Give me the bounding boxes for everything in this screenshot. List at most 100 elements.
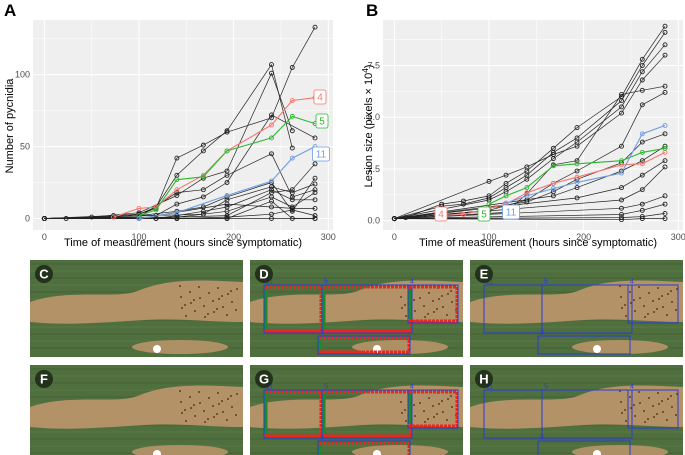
pycnidium-dot — [442, 306, 444, 308]
lesion-series-11-point — [619, 205, 624, 211]
pycnidia-series-4-point — [200, 194, 206, 200]
lesion-series-1-point — [662, 23, 668, 29]
pycnidium-dot — [670, 395, 672, 397]
lesion-series-5-point — [574, 158, 580, 164]
lesion-series-9-point — [574, 195, 580, 201]
lesion-series-9-point — [619, 185, 624, 191]
pycnidia-series-4-point — [224, 180, 230, 185]
pycnidium-dot — [424, 316, 426, 318]
pycnidium-dot — [621, 307, 623, 309]
pycnidium-dot — [661, 295, 663, 297]
pycnidia-series-6-line — [44, 178, 316, 219]
pycnidia-series-11-point — [312, 161, 318, 167]
pycnidium-dot — [235, 414, 237, 416]
measurement-box-label: 11 — [266, 384, 273, 391]
pycnidium-dot — [193, 299, 195, 301]
pycnidium-dot — [217, 287, 219, 289]
pycnidium-dot — [653, 311, 655, 313]
pycnidium-dot — [441, 295, 443, 297]
lesion-y-axis-title-main: Lesion size (pixels × 10 — [363, 73, 375, 188]
photo-letter-badge — [475, 265, 493, 283]
lesion-series-3-line — [394, 44, 666, 219]
pycnidium-dot — [647, 313, 649, 315]
pycnidium-dot — [230, 395, 232, 397]
lesion-series-leaf-11-point — [524, 193, 530, 199]
lesion-label-tag-text: 11 — [506, 208, 517, 219]
pycnidium-dot — [203, 305, 205, 307]
pycnidium-dot — [184, 409, 186, 411]
measurement-box — [407, 389, 459, 429]
lesion-area-lower — [572, 340, 668, 354]
pycnidia-series-12-point — [312, 213, 318, 219]
lesion-x-tick-label: 0 — [392, 232, 397, 242]
pycnidium-dot — [621, 412, 623, 414]
pycnidium-dot — [400, 296, 402, 298]
pycnidia-series-5-point — [224, 172, 230, 178]
pycnidia-x-tick-label: 300 — [321, 232, 336, 242]
pycnidia-series-8-point — [312, 190, 318, 196]
pycnidium-dot — [193, 404, 195, 406]
pycnidium-dot — [670, 290, 672, 292]
pycnidium-dot — [194, 415, 196, 417]
pycnidia-series-12-line — [44, 209, 316, 219]
pycnidia-y-tick-label: 100 — [15, 70, 30, 80]
pycnidium-dot — [213, 416, 215, 418]
pycnidium-dot — [189, 396, 191, 398]
lesion-y-tick-label: 7.5 — [367, 61, 380, 71]
pycnidia-series-6-point — [224, 194, 230, 200]
panel-letter-a: A — [4, 1, 16, 20]
pycnidium-dot — [433, 416, 435, 418]
pycnidia-label-tag-4: 4 — [313, 89, 327, 105]
pycnidia-x-tick-label: 200 — [226, 232, 241, 242]
lesion-series-3-point — [524, 176, 530, 182]
pycnidia-series-2-point — [289, 145, 295, 151]
pycnidia-label-tag-5: 5 — [315, 113, 329, 129]
pycnidia-series-9-point — [269, 198, 274, 204]
pycnidium-dot — [671, 301, 673, 303]
lesion-series-10-point — [639, 187, 645, 193]
leaf-photo-f: F — [30, 365, 243, 455]
lesion-series-3-point — [662, 42, 668, 48]
pycnidia-label-tag-text: 4 — [317, 93, 323, 104]
lesion-series-leaf-4-point — [639, 161, 645, 167]
lesion-label-tag-text: 5 — [481, 210, 487, 221]
pycnidia-series-7-point — [312, 197, 318, 203]
pycnidium-dot — [629, 396, 631, 398]
measurement-box-label: 5 — [324, 279, 328, 286]
lesion-series-7-point — [639, 139, 645, 145]
pycnidium-dot — [647, 418, 649, 420]
pycnidia-series-7-point — [174, 213, 180, 219]
pycnidia-series-leaf-4-point — [136, 205, 142, 211]
pycnidium-dot — [212, 405, 214, 407]
pycnidium-dot — [203, 410, 205, 412]
pycnidium-dot — [184, 304, 186, 306]
dust-speck — [153, 450, 161, 455]
pycnidia-series-leaf-11-point — [224, 193, 230, 198]
pycnidium-dot — [221, 295, 223, 297]
pycnidium-dot — [450, 290, 452, 292]
pycnidium-dot — [633, 404, 635, 406]
pycnidium-dot — [625, 315, 627, 317]
measurement-box — [627, 284, 679, 324]
measurement-box — [321, 389, 413, 439]
pycnidium-dot — [661, 400, 663, 402]
lesion-series-4-point — [550, 152, 556, 157]
pycnidia-label-tag-box — [312, 146, 330, 162]
pycnidium-dot — [658, 403, 660, 405]
pycnidium-dot — [189, 291, 191, 293]
pycnidium-dot — [447, 398, 449, 400]
lesion-series-leaf-11-point — [639, 131, 645, 137]
pycnidia-series-11 — [41, 161, 318, 221]
lesion-series-leaf-5-point — [550, 163, 556, 169]
pycnidium-dot — [235, 309, 237, 311]
pycnidium-dot — [218, 403, 220, 405]
pycnidium-dot — [667, 398, 669, 400]
lesion-series-5-point — [639, 87, 645, 93]
pycnidium-dot — [423, 305, 425, 307]
pycnidium-dot — [629, 291, 631, 293]
lesion-series-4-line — [394, 54, 666, 219]
pycnidium-dot — [652, 300, 654, 302]
photo-letter-badge — [35, 265, 53, 283]
lesion-series-10-point — [662, 164, 668, 170]
pycnidia-series-13-point — [269, 204, 274, 210]
